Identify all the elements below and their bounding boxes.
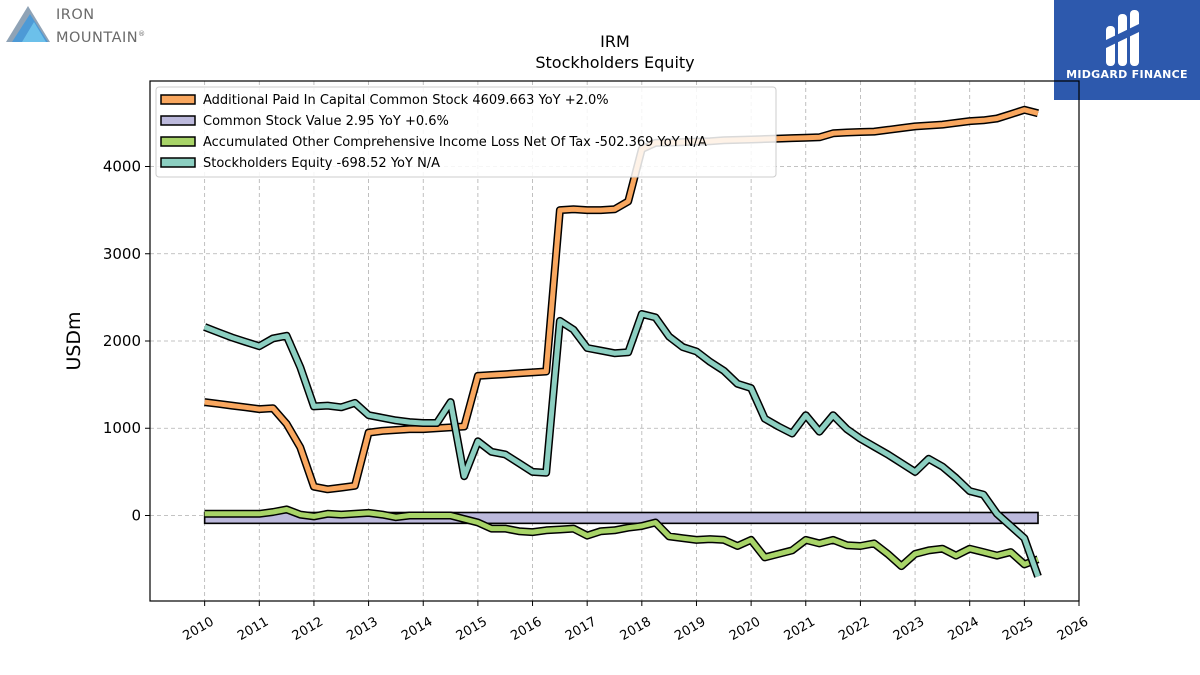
- x-tick-label: 2016: [508, 614, 544, 644]
- x-tick-label: 2010: [180, 614, 216, 644]
- x-tick-label: 2026: [1055, 614, 1091, 644]
- y-tick-label: 0: [131, 506, 141, 524]
- legend-swatch-se: [160, 157, 196, 168]
- x-tick-label: 2025: [1000, 614, 1036, 644]
- x-tick-label: 2011: [235, 614, 271, 644]
- brand-line-1: IRON: [56, 7, 95, 23]
- x-tick-label: 2015: [454, 614, 490, 644]
- legend-label-paic: Additional Paid In Capital Common Stock …: [203, 93, 609, 108]
- legend-swatch-paic: [160, 94, 196, 105]
- x-tick-label: 2012: [290, 614, 326, 644]
- x-tick-label: 2020: [727, 614, 763, 644]
- series-aoci-line: [204, 506, 1039, 569]
- y-tick-label: 2000: [103, 332, 141, 350]
- x-tick-label: 2019: [672, 614, 708, 644]
- series-se-line: [203, 311, 1041, 578]
- y-axis: 0 1000 2000 3000 4000: [103, 158, 150, 524]
- x-tick-label: 2018: [618, 614, 654, 644]
- brand-line-2: MOUNTAIN®: [56, 25, 146, 48]
- y-axis-label: USDm: [63, 311, 85, 370]
- chart-title: IRM: [600, 32, 630, 51]
- x-tick-label: 2021: [782, 614, 818, 644]
- x-tick-label: 2014: [399, 614, 435, 644]
- x-tick-label: 2017: [563, 614, 599, 644]
- series-group: [203, 105, 1042, 578]
- legend-label-aoci: Accumulated Other Comprehensive Income L…: [203, 135, 707, 150]
- legend-box: [155, 86, 777, 178]
- legend-swatch-aoci: [160, 136, 196, 147]
- chart-subtitle: Stockholders Equity: [535, 53, 694, 72]
- partner-logo: MIDGARD FINANCE: [1054, 0, 1200, 100]
- series-paic-line: [204, 107, 1039, 492]
- brand-mark: ®: [138, 30, 146, 38]
- x-tick-label: 2023: [891, 614, 927, 644]
- legend-items: Additional Paid In Capital Common Stock …: [160, 93, 707, 171]
- legend-swatch-csv: [160, 115, 196, 126]
- partner-name: MIDGARD FINANCE: [1066, 68, 1188, 81]
- x-axis: 2010 2011 2012 2013 2014 2015 2016 2017 2018 2019…: [180, 601, 1091, 644]
- brand-logo: IRON MOUNTAIN®: [4, 4, 174, 46]
- x-tick-label: 2013: [344, 614, 380, 644]
- legend-label-se: Stockholders Equity -698.52 YoY N/A: [203, 156, 440, 171]
- y-tick-label: 4000: [103, 158, 141, 176]
- brand-line-2-text: MOUNTAIN: [56, 29, 139, 46]
- series-common-stock-value: [203, 511, 1039, 525]
- x-tick-label: 2022: [836, 614, 872, 644]
- x-tick-label: 2024: [946, 614, 982, 644]
- legend: Additional Paid In Capital Common Stock …: [155, 86, 777, 178]
- partner-mark-icon: [1106, 10, 1139, 66]
- legend-label-csv: Common Stock Value 2.95 YoY +0.6%: [203, 114, 449, 129]
- mountain-logo-icon: [6, 6, 50, 42]
- y-tick-label: 3000: [103, 245, 141, 263]
- brand-name: IRON MOUNTAIN®: [56, 6, 146, 48]
- y-tick-label: 1000: [103, 419, 141, 437]
